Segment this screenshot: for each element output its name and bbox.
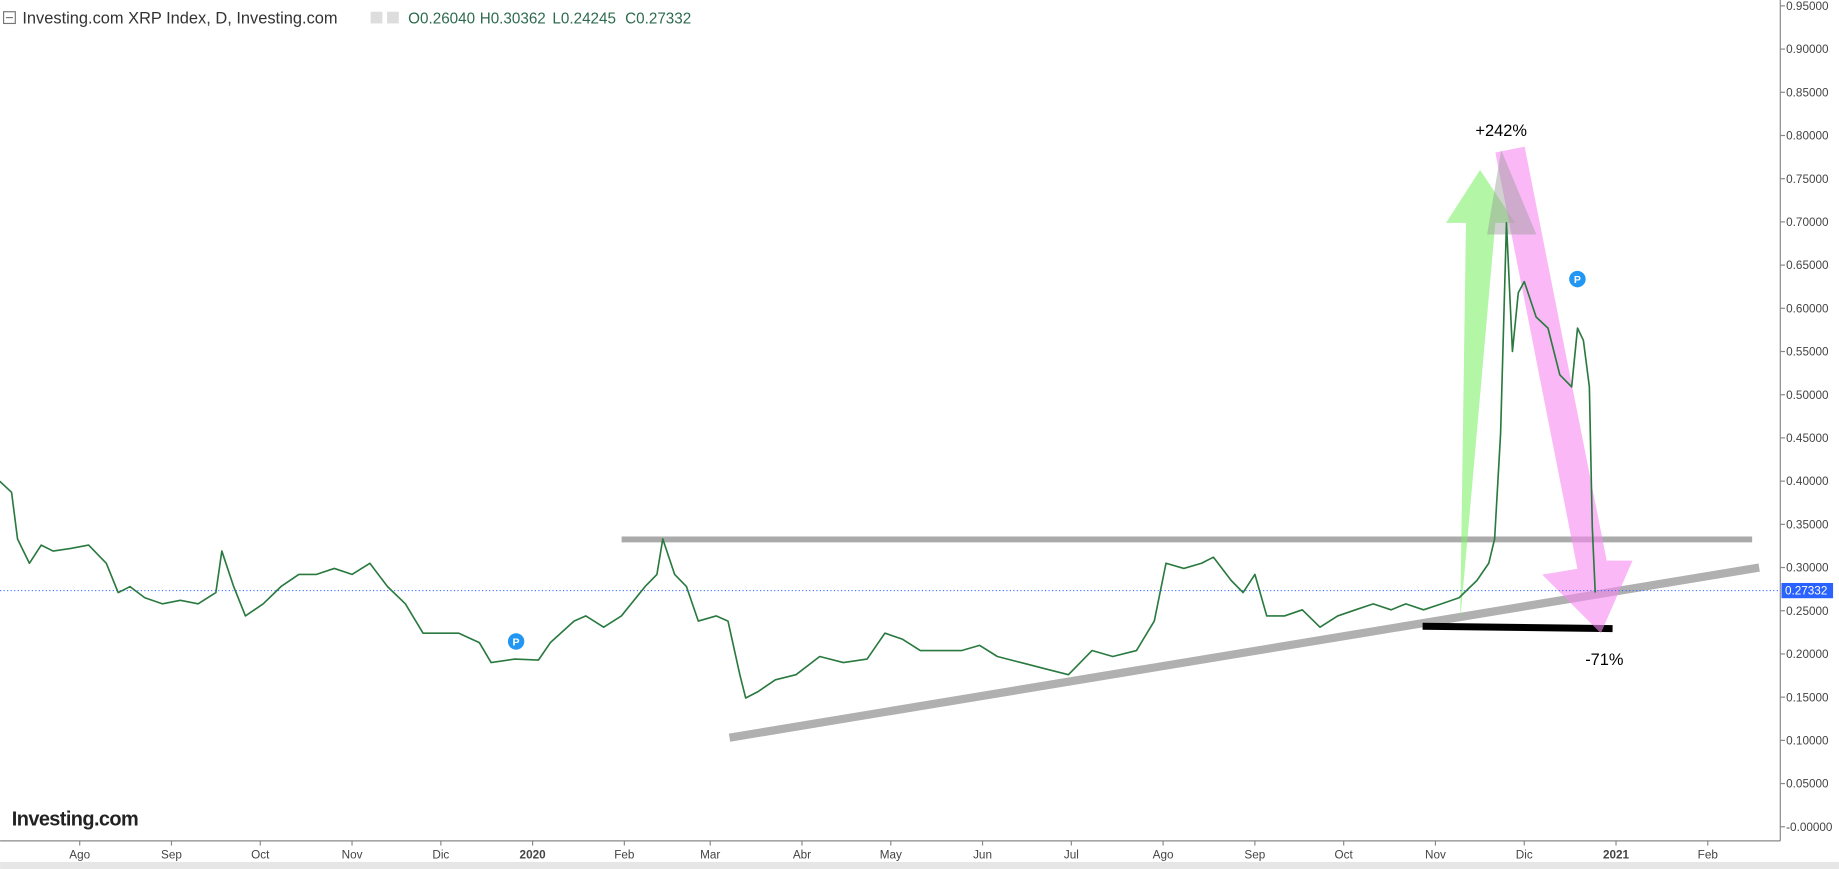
last-price-box [1781,582,1834,599]
y-tick-label: 0.20000 [1786,648,1829,661]
y-tick-label: 0.05000 [1786,778,1829,791]
y-tick-label: 0.30000 [1786,562,1829,575]
ohlc-close: C0.27332 [625,10,691,27]
x-tick-label: Abr [793,848,811,861]
y-tick-label: 0.60000 [1786,302,1829,315]
chart-title: Investing.com XRP Index, D, Investing.co… [22,9,337,27]
x-tick-label: 2021 [1603,848,1630,861]
y-tick-label: 0.70000 [1786,216,1829,229]
ohlc-open: O0.26040 [408,10,475,27]
x-tick-label: Dic [1516,848,1533,861]
peak-shade [1487,150,1537,235]
x-tick-label: Dic [432,848,449,861]
up-arrow [1413,170,1516,622]
x-tick-label: 2020 [520,848,547,861]
y-tick-label: 0.95000 [1786,0,1829,13]
gain-annotation: +242% [1475,122,1527,140]
p-marker-text: P [513,637,520,649]
y-tick-label: 0.65000 [1786,259,1829,272]
p-marker[interactable] [1569,270,1586,288]
last-price-label: 0.27332 [1785,585,1827,598]
down-arrow [1495,146,1633,634]
x-tick-label: Jul [1064,848,1079,861]
y-tick-label: -0.00000 [1786,821,1833,834]
y-tick-label: 0.55000 [1786,346,1829,359]
x-tick-label: Oct [251,848,270,861]
x-tick-label: Mar [700,848,720,861]
loss-annotation: -71% [1585,651,1623,669]
y-tick-label: 0.85000 [1786,86,1829,99]
base-line [1422,622,1613,633]
y-tick-label: 0.90000 [1786,43,1829,56]
y-tick-label: 0.75000 [1786,173,1829,186]
y-tick-label: 0.10000 [1786,734,1829,747]
x-tick-label: Jun [973,848,992,861]
p-marker[interactable] [507,633,525,650]
y-tick-label: 0.80000 [1786,130,1829,143]
header-icon[interactable] [370,11,383,24]
x-tick-label: Ago [1153,848,1174,861]
x-tick-label: Ago [69,848,90,861]
x-tick-label: May [880,848,902,861]
x-tick-label: Sep [161,848,182,861]
y-tick-label: 0.15000 [1786,691,1829,704]
bottom-bar [0,861,1839,869]
x-tick-label: Feb [614,848,635,861]
p-marker-text: P [1574,274,1581,286]
x-tick-label: Oct [1335,848,1354,861]
x-tick-label: Sep [1244,848,1265,861]
price-line [0,221,1597,699]
y-tick-label: 0.45000 [1786,432,1829,445]
logo: Investing.com [12,809,138,831]
header-icon[interactable] [387,11,399,24]
y-tick-label: 0.25000 [1786,605,1829,618]
y-tick-label: 0.50000 [1786,389,1829,402]
x-tick-label: Nov [1425,848,1446,861]
ohlc-low: L0.24245 [552,10,616,27]
y-tick-label: 0.40000 [1786,475,1829,488]
collapse-icon[interactable] [3,11,16,25]
y-tick-label: 0.35000 [1786,518,1829,531]
x-tick-label: Feb [1698,848,1719,861]
x-tick-label: Nov [342,848,363,861]
ohlc-high: H0.30362 [480,10,546,27]
